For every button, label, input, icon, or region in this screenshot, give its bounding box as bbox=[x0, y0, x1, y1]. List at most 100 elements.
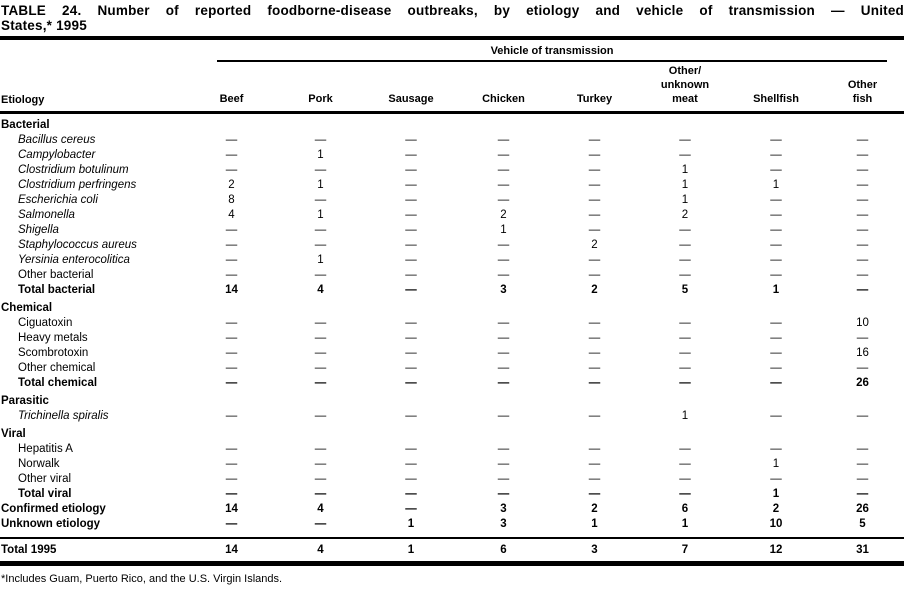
span-header-spacer bbox=[0, 40, 187, 62]
cell: 4 bbox=[276, 537, 365, 566]
cell: — bbox=[497, 239, 510, 251]
row-label: Clostridium perfringens bbox=[18, 179, 137, 191]
cell: — bbox=[225, 164, 238, 176]
cell: — bbox=[679, 239, 691, 251]
title-rule bbox=[0, 36, 904, 40]
footnote: *Includes Guam, Puerto Rico, and the U.S… bbox=[1, 573, 283, 585]
row-label: Norwalk bbox=[18, 458, 60, 470]
cell: 1 bbox=[681, 518, 689, 530]
cell: 12 bbox=[731, 537, 821, 566]
row-label: Bacterial bbox=[1, 119, 50, 131]
column-header-other-fish: Other fish bbox=[847, 79, 878, 105]
cell: 7 bbox=[639, 537, 731, 566]
cell: 1 bbox=[772, 179, 780, 191]
table-row: Escherichia coli 8 — — — — 1 — — bbox=[0, 192, 904, 207]
cell: — bbox=[856, 458, 869, 470]
cell: 1 bbox=[772, 284, 780, 296]
cell: — bbox=[770, 347, 782, 359]
cell: — bbox=[314, 347, 327, 359]
row-label: Other chemical bbox=[18, 362, 96, 374]
cell: — bbox=[588, 443, 601, 455]
cell: 1 bbox=[681, 179, 689, 191]
cell: — bbox=[225, 473, 238, 485]
cell: 16 bbox=[856, 347, 869, 359]
cell: — bbox=[588, 209, 601, 221]
cell: 6 bbox=[681, 503, 689, 515]
cell: 5 bbox=[681, 284, 689, 296]
cell: — bbox=[770, 194, 782, 206]
cell: — bbox=[314, 377, 327, 389]
cell: — bbox=[405, 269, 417, 281]
cell: — bbox=[679, 488, 691, 500]
cell: — bbox=[405, 254, 417, 266]
table-row: Bacillus cereus — — — — — — — — bbox=[0, 132, 904, 147]
cell: — bbox=[679, 332, 691, 344]
row-label: Scombrotoxin bbox=[18, 347, 89, 359]
table-row: Total bacterial 14 4 — 3 2 5 1 — bbox=[0, 282, 904, 297]
cell: — bbox=[405, 362, 417, 374]
row-label: Staphylococcus aureus bbox=[18, 239, 137, 251]
cell: — bbox=[856, 269, 869, 281]
cell: — bbox=[770, 149, 782, 161]
cell: — bbox=[679, 473, 691, 485]
row-label: Viral bbox=[1, 428, 26, 440]
row-label: Total viral bbox=[18, 488, 72, 500]
column-header-beef: Beef bbox=[219, 93, 244, 105]
cell: — bbox=[225, 518, 238, 530]
cell: — bbox=[497, 254, 510, 266]
cell: — bbox=[314, 518, 327, 530]
cell: — bbox=[314, 362, 327, 374]
cell: — bbox=[679, 443, 691, 455]
cell: — bbox=[405, 194, 417, 206]
cell: 1 bbox=[500, 224, 507, 236]
cell: — bbox=[770, 377, 782, 389]
cell: — bbox=[770, 410, 782, 422]
cell: — bbox=[314, 443, 327, 455]
cell: — bbox=[405, 377, 417, 389]
cell: 1 bbox=[317, 149, 324, 161]
column-header-chicken: Chicken bbox=[482, 93, 525, 105]
cell: — bbox=[225, 488, 238, 500]
span-header: Vehicle of transmission bbox=[217, 45, 887, 62]
table-row: Clostridium perfringens 2 1 — — — 1 1 — bbox=[0, 177, 904, 192]
cell: — bbox=[497, 134, 510, 146]
cell: — bbox=[225, 377, 238, 389]
cell: 2 bbox=[591, 503, 598, 515]
row-label: Campylobacter bbox=[18, 149, 96, 161]
cell: — bbox=[225, 134, 238, 146]
column-header-shellfish: Shellfish bbox=[753, 93, 799, 105]
cell: 26 bbox=[856, 377, 869, 389]
column-header-etiology: Etiology bbox=[1, 94, 45, 106]
table-row: Total 1995 14 4 1 6 3 7 12 31 bbox=[0, 537, 904, 566]
row-label: Other bacterial bbox=[18, 269, 94, 281]
outbreaks-table: Vehicle of transmission Etiology Beef Po… bbox=[0, 40, 904, 566]
cell: 14 bbox=[187, 537, 276, 566]
row-label: Total chemical bbox=[18, 377, 98, 389]
cell: 4 bbox=[317, 284, 324, 296]
cell: 1 bbox=[317, 254, 324, 266]
cell: — bbox=[770, 443, 782, 455]
cell: — bbox=[679, 377, 691, 389]
cell: — bbox=[225, 443, 238, 455]
row-label: Shigella bbox=[18, 224, 59, 236]
row-label: Bacillus cereus bbox=[18, 134, 96, 146]
cell: 1 bbox=[681, 410, 689, 422]
cell: — bbox=[497, 362, 510, 374]
cell: — bbox=[679, 458, 691, 470]
cell: 14 bbox=[225, 284, 238, 296]
cell: — bbox=[225, 410, 238, 422]
cell: — bbox=[588, 410, 601, 422]
table-title: TABLE 24. Number of reported foodborne-d… bbox=[0, 0, 904, 35]
row-label: Escherichia coli bbox=[18, 194, 98, 206]
table-row: Unknown etiology — — 1 3 1 1 10 5 bbox=[0, 516, 904, 538]
cell: — bbox=[225, 149, 238, 161]
cell: — bbox=[405, 164, 417, 176]
span-header-row: Vehicle of transmission bbox=[0, 40, 904, 62]
column-header-row: Etiology Beef Pork Sausage Chicken Turke… bbox=[0, 62, 904, 113]
cell: 1 bbox=[591, 518, 598, 530]
cell: — bbox=[225, 269, 238, 281]
cell: — bbox=[679, 254, 691, 266]
cell: — bbox=[856, 164, 869, 176]
cell: — bbox=[314, 239, 327, 251]
cell: — bbox=[588, 224, 601, 236]
